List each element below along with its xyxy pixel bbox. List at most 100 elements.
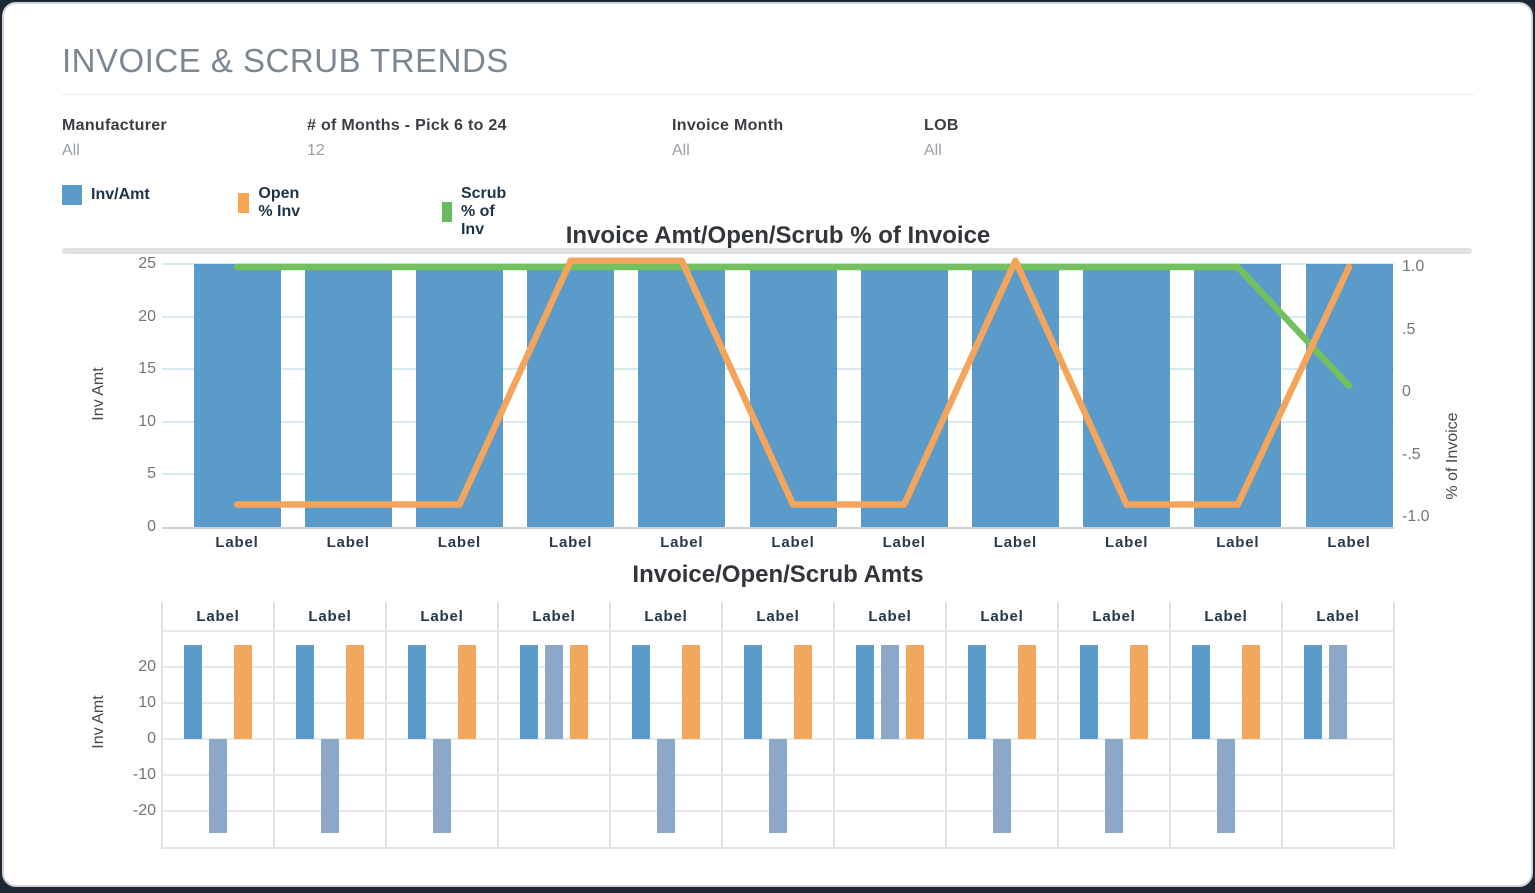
combo-bar-inv-amt[interactable] bbox=[1305, 264, 1393, 527]
grouped-bar-open-amt[interactable] bbox=[1329, 645, 1347, 739]
combo-x-label: Label bbox=[549, 534, 593, 551]
legend-label-scrub-of-inv: Scrub % of Inv bbox=[460, 185, 507, 238]
grouped-h-gridline bbox=[162, 666, 1394, 668]
grouped-bar-invoice-amt[interactable] bbox=[1192, 645, 1210, 739]
filter-value-invoice-month[interactable]: All bbox=[672, 142, 690, 159]
grouped-v-gridline bbox=[609, 602, 611, 849]
combo-bar-inv-amt[interactable] bbox=[638, 264, 726, 527]
grouped-bar-invoice-amt[interactable] bbox=[1080, 645, 1098, 739]
grouped-category-label: Label bbox=[308, 608, 352, 625]
grouped-bar-scrub-amt[interactable] bbox=[682, 645, 700, 739]
combo-chart-title: Invoice Amt/Open/Scrub % of Invoice bbox=[565, 222, 991, 249]
combo-x-label: Label bbox=[882, 534, 926, 551]
grouped-bar-scrub-amt[interactable] bbox=[1242, 645, 1260, 739]
combo-right-tick: 1.0 bbox=[1402, 258, 1425, 275]
filter-manufacturer: Manufacturer All bbox=[62, 117, 167, 160]
grouped-bar-open-amt[interactable] bbox=[545, 645, 563, 739]
page-title: INVOICE & SCRUB TRENDS bbox=[62, 42, 509, 79]
filter-label-lob: LOB bbox=[924, 117, 959, 134]
grouped-bar-open-amt[interactable] bbox=[433, 739, 451, 833]
combo-bar-inv-amt[interactable] bbox=[193, 264, 281, 527]
combo-line-open-inv[interactable] bbox=[233, 257, 1353, 508]
grouped-category-label: Label bbox=[868, 608, 912, 625]
grouped-bar-scrub-amt[interactable] bbox=[1130, 645, 1148, 739]
grouped-bar-open-amt[interactable] bbox=[209, 739, 227, 833]
grouped-h-gridline bbox=[162, 630, 1394, 632]
combo-x-label: Label bbox=[1216, 534, 1260, 551]
grouped-bar-open-amt[interactable] bbox=[1217, 739, 1235, 833]
grouped-bar-open-amt[interactable] bbox=[321, 739, 339, 833]
combo-left-tick: 5 bbox=[147, 465, 156, 483]
grouped-bar-scrub-amt[interactable] bbox=[234, 645, 252, 739]
grouped-y-tick: -10 bbox=[132, 766, 156, 783]
grouped-v-gridline bbox=[945, 602, 947, 849]
legend-swatch-inv-amt bbox=[62, 185, 82, 205]
grouped-left-axis-title: Inv Amt bbox=[90, 695, 107, 749]
combo-bar-inv-amt[interactable] bbox=[1083, 264, 1171, 527]
combo-bar-inv-amt[interactable] bbox=[749, 264, 837, 527]
grouped-bar-open-amt[interactable] bbox=[993, 739, 1011, 833]
filter-label-invoice-month: Invoice Month bbox=[672, 117, 784, 134]
grouped-bar-invoice-amt[interactable] bbox=[1304, 645, 1322, 739]
grouped-category-label: Label bbox=[644, 608, 688, 625]
grouped-v-gridline bbox=[385, 602, 387, 849]
combo-bar-inv-amt[interactable] bbox=[415, 264, 503, 527]
combo-bar-inv-amt[interactable] bbox=[527, 264, 615, 527]
grouped-bar-scrub-amt[interactable] bbox=[794, 645, 812, 739]
grouped-category-label: Label bbox=[756, 608, 800, 625]
grouped-chart-title: Invoice/Open/Scrub Amts bbox=[632, 561, 924, 588]
filter-value-manufacturer[interactable]: All bbox=[62, 142, 80, 159]
combo-x-label: Label bbox=[326, 534, 370, 551]
grouped-bar-scrub-amt[interactable] bbox=[570, 645, 588, 739]
combo-bar-inv-amt[interactable] bbox=[860, 264, 948, 527]
combo-bar-inv-amt[interactable] bbox=[304, 264, 392, 527]
legend-item-inv-amt[interactable]: Inv/Amt bbox=[62, 185, 150, 205]
grouped-bar-scrub-amt[interactable] bbox=[458, 645, 476, 739]
combo-right-tick: .5 bbox=[1402, 320, 1416, 338]
grouped-bar-invoice-amt[interactable] bbox=[632, 645, 650, 739]
grouped-bar-open-amt[interactable] bbox=[769, 739, 787, 833]
grouped-bar-invoice-amt[interactable] bbox=[520, 645, 538, 739]
filter-value-lob[interactable]: All bbox=[924, 142, 942, 159]
filter-value-of-months-pick-6-to-24[interactable]: 12 bbox=[307, 142, 325, 159]
grouped-h-gridline bbox=[162, 702, 1394, 704]
combo-x-label: Label bbox=[660, 534, 704, 551]
filter-of-months-pick-6-to-24: # of Months - Pick 6 to 24 12 bbox=[307, 117, 507, 160]
grouped-bar-invoice-amt[interactable] bbox=[408, 645, 426, 739]
grouped-bar-invoice-amt[interactable] bbox=[856, 645, 874, 739]
legend-swatch-open-inv bbox=[238, 193, 250, 213]
grouped-bar-open-amt[interactable] bbox=[1105, 739, 1123, 833]
grouped-category-label: Label bbox=[1204, 608, 1248, 625]
combo-x-label: Label bbox=[993, 534, 1037, 551]
grouped-bar-invoice-amt[interactable] bbox=[296, 645, 314, 739]
combo-x-label: Label bbox=[771, 534, 815, 551]
grouped-v-gridline bbox=[833, 602, 835, 849]
combo-x-label: Label bbox=[215, 534, 259, 551]
combo-left-axis-title: Inv Amt bbox=[90, 367, 107, 421]
grouped-category-label: Label bbox=[196, 608, 240, 625]
grouped-bar-invoice-amt[interactable] bbox=[184, 645, 202, 739]
legend-label-open-inv: Open % Inv bbox=[258, 185, 301, 220]
legend-item-scrub-of-inv[interactable]: Scrub % of Inv bbox=[442, 185, 516, 239]
combo-bar-inv-amt[interactable] bbox=[1194, 264, 1282, 527]
combo-right-tick: 0 bbox=[1402, 383, 1411, 400]
grouped-bar-invoice-amt[interactable] bbox=[968, 645, 986, 739]
filter-label-of-months-pick-6-to-24: # of Months - Pick 6 to 24 bbox=[307, 117, 507, 134]
grouped-category-label: Label bbox=[420, 608, 464, 625]
grouped-bar-scrub-amt[interactable] bbox=[346, 645, 364, 739]
grouped-bar-open-amt[interactable] bbox=[881, 645, 899, 739]
legend-swatch-scrub-of-inv bbox=[442, 202, 452, 222]
combo-left-tick: 20 bbox=[138, 307, 156, 325]
grouped-bar-scrub-amt[interactable] bbox=[906, 645, 924, 739]
combo-x-label: Label bbox=[437, 534, 481, 551]
legend-item-open-inv[interactable]: Open % Inv bbox=[238, 185, 308, 221]
combo-line-scrub-of-inv[interactable] bbox=[233, 263, 1353, 389]
filter-lob: LOB All bbox=[924, 117, 959, 160]
grouped-bar-invoice-amt[interactable] bbox=[744, 645, 762, 739]
dashboard-stage: INVOICE & SCRUB TRENDS Manufacturer All # … bbox=[4, 4, 1531, 885]
title-divider bbox=[62, 94, 1474, 95]
grouped-bar-open-amt[interactable] bbox=[657, 739, 675, 833]
combo-bar-inv-amt[interactable] bbox=[971, 264, 1059, 527]
grouped-bar-scrub-amt[interactable] bbox=[1018, 645, 1036, 739]
